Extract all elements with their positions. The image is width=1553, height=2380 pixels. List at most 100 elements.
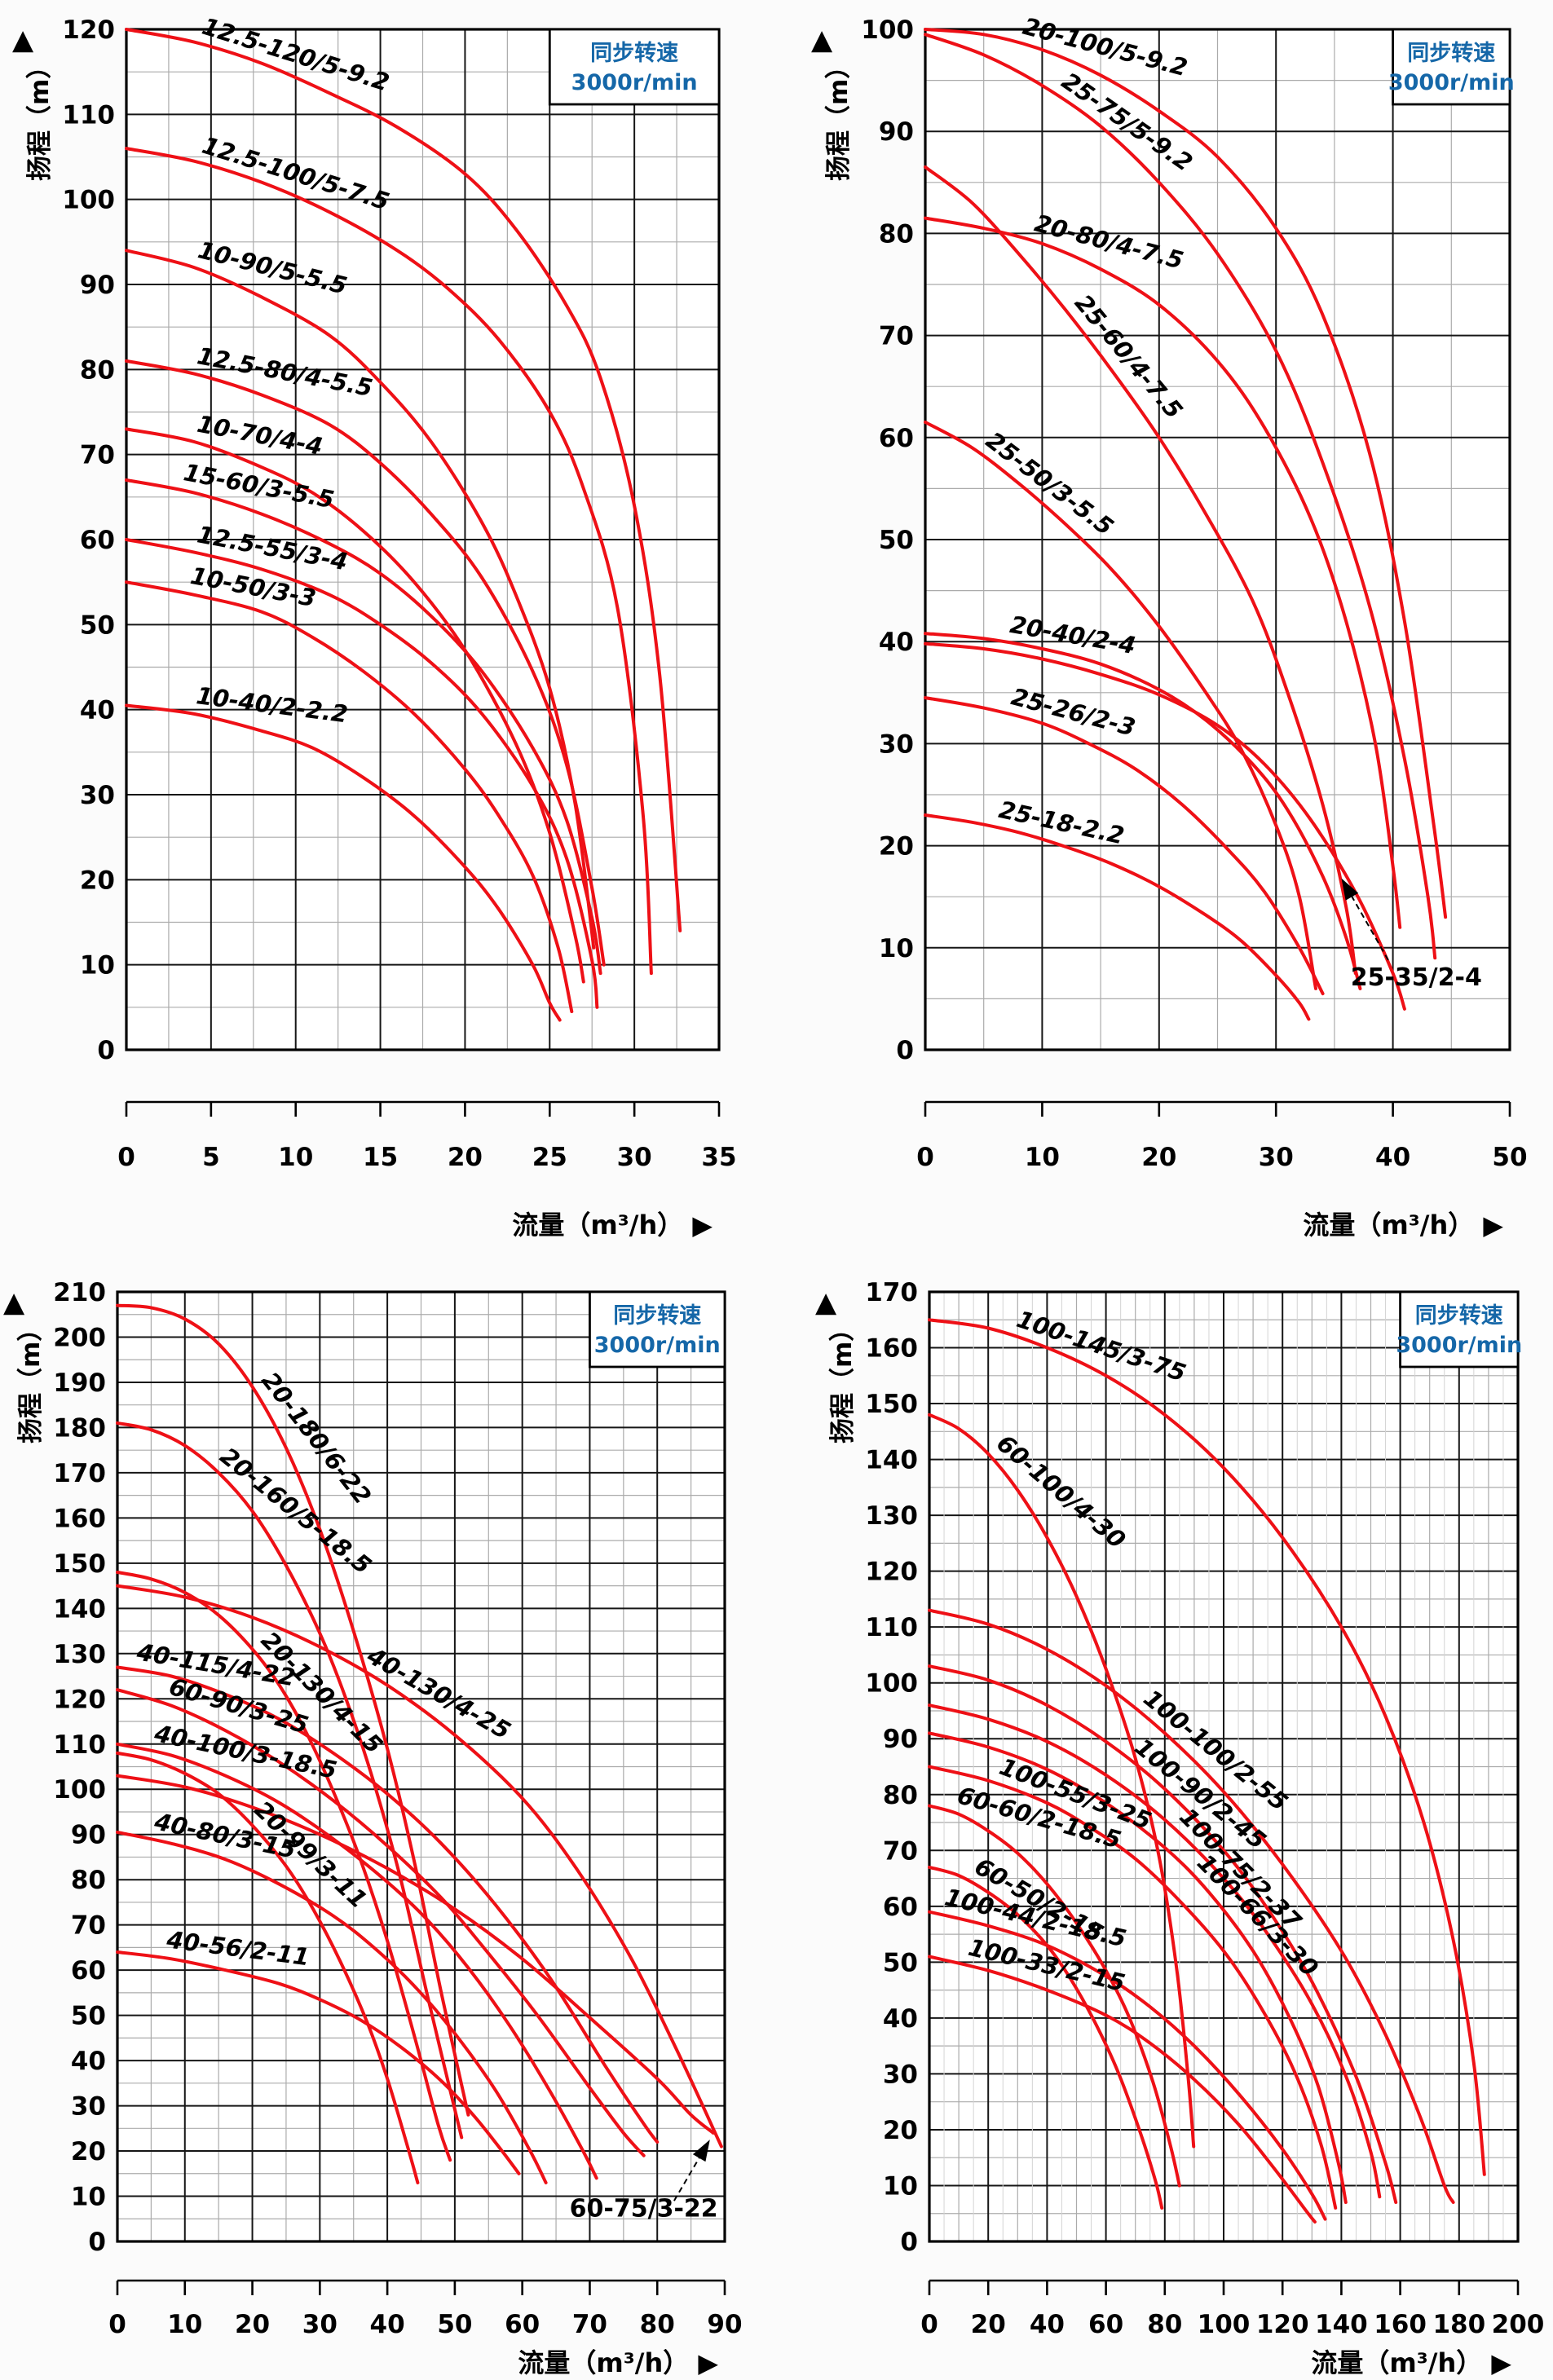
x-tick-label: 50 bbox=[1492, 1143, 1527, 1172]
x-tick-label: 30 bbox=[302, 2310, 338, 2339]
chart-bottom-left: 0102030405060708090100110120130140150160… bbox=[3, 1278, 743, 2378]
annotation-arrowhead-icon bbox=[1341, 878, 1359, 901]
y-tick-label: 60 bbox=[883, 1893, 918, 1922]
y-tick-label: 0 bbox=[88, 2228, 106, 2257]
x-tick-label: 200 bbox=[1492, 2310, 1545, 2339]
pump-curve bbox=[125, 359, 606, 967]
pump-curve bbox=[116, 1830, 548, 2184]
y-tick-label: 20 bbox=[883, 2116, 918, 2145]
y-axis-title: 扬程（m） bbox=[824, 54, 854, 181]
x-tick-label: 0 bbox=[108, 2310, 126, 2339]
y-tick-label: 120 bbox=[53, 1685, 106, 1714]
speed-box: 同步转速 3000r/min bbox=[1388, 28, 1515, 106]
y-tick-label: 40 bbox=[883, 2004, 918, 2034]
y-tick-label: 70 bbox=[879, 322, 914, 351]
y-tick-label: 60 bbox=[71, 1956, 106, 1986]
pump-curve bbox=[924, 696, 1325, 996]
speed-box-line1: 同步转速 bbox=[1407, 41, 1495, 66]
y-tick-label: 10 bbox=[80, 951, 115, 981]
pump-curve bbox=[928, 1804, 1181, 2188]
speed-box-frame bbox=[548, 28, 721, 106]
y-tick-label: 90 bbox=[883, 1725, 918, 1754]
x-tick-label: 35 bbox=[701, 1143, 736, 1172]
pump-curve bbox=[924, 216, 1402, 929]
y-tick-label: 210 bbox=[53, 1278, 106, 1307]
y-axis: 0 10 20 30 40 50 60 70 80 90 100 ▲扬程（m） bbox=[811, 15, 914, 1065]
pump-curve bbox=[928, 1865, 1164, 2210]
y-tick-label: 20 bbox=[879, 832, 914, 862]
y-tick-label: 10 bbox=[883, 2171, 918, 2201]
x-tick-label: 80 bbox=[1147, 2310, 1182, 2339]
x-axis: 0 20 40 60 80 100 120 140 160 180 200 流量（m³/h） ▶ bbox=[920, 2279, 1545, 2378]
x-tick-label: 10 bbox=[1025, 1143, 1060, 1172]
x-axis: 0 5 10 15 20 25 30 35 流量（m³/h） ▶ bbox=[117, 1100, 737, 1241]
y-tick-label: 110 bbox=[865, 1613, 918, 1642]
y-tick-label: 0 bbox=[97, 1036, 115, 1065]
pump-curves bbox=[125, 28, 682, 1022]
pump-curve bbox=[928, 1608, 1455, 2204]
y-tick-label: 130 bbox=[53, 1640, 106, 1669]
pump-curves bbox=[928, 1318, 1486, 2224]
annotation-text: 60-75/3-22 bbox=[570, 2194, 718, 2223]
y-tick-label: 70 bbox=[71, 1911, 106, 1941]
y-tick-label: 60 bbox=[80, 526, 115, 555]
y-tick-label: 80 bbox=[879, 219, 914, 249]
y-tick-label: 80 bbox=[80, 355, 115, 385]
y-tick-label: 20 bbox=[71, 2137, 106, 2166]
x-tick-label: 20 bbox=[448, 1143, 483, 1172]
pump-curve bbox=[116, 1584, 723, 2149]
y-axis-title: 扬程（m） bbox=[16, 1316, 46, 1443]
chart-top-left: 0 10 20 30 40 50 60 70 80 90 100 110 120 ▲扬程（m） 0 5 10 15… bbox=[12, 12, 737, 1241]
x-axis: 0 10 20 30 40 50 流量（m³/h） ▶ bbox=[916, 1100, 1528, 1241]
y-tick-label: 160 bbox=[53, 1504, 106, 1533]
x-tick-label: 15 bbox=[363, 1143, 398, 1172]
x-tick-label: 80 bbox=[640, 2310, 675, 2339]
y-tick-label: 40 bbox=[879, 628, 914, 657]
y-tick-label: 140 bbox=[865, 1446, 918, 1475]
y-tick-label: 40 bbox=[71, 2047, 106, 2076]
pump-curve bbox=[928, 1703, 1382, 2199]
pump-curve bbox=[928, 1765, 1338, 2210]
y-tick-label: 120 bbox=[62, 15, 115, 45]
x-tick-label: 30 bbox=[617, 1143, 652, 1172]
y-tick-label: 150 bbox=[865, 1390, 918, 1419]
pump-curve bbox=[924, 421, 1317, 990]
speed-box-line1: 同步转速 bbox=[1415, 1303, 1503, 1329]
plot-border bbox=[924, 28, 1511, 1051]
x-axis-title: 流量（m³/h） ▶ bbox=[512, 1210, 713, 1241]
annotation-arrowhead-icon bbox=[692, 2140, 710, 2162]
y-tick-label: 90 bbox=[71, 1821, 106, 1850]
y-tick-label: 50 bbox=[71, 2002, 106, 2031]
y-axis-arrow-icon: ▲ bbox=[3, 1286, 25, 1319]
pump-curve bbox=[125, 478, 602, 976]
y-tick-label: 50 bbox=[879, 526, 914, 555]
y-tick-label: 100 bbox=[62, 186, 115, 215]
x-tick-label: 60 bbox=[1088, 2310, 1123, 2339]
y-tick-label: 70 bbox=[80, 441, 115, 470]
grid-subminor bbox=[943, 1292, 1504, 2241]
x-tick-label: 120 bbox=[1256, 2310, 1309, 2339]
x-tick-label: 0 bbox=[916, 1143, 934, 1172]
speed-box-frame bbox=[1399, 1290, 1520, 1368]
y-axis-title: 扬程（m） bbox=[25, 54, 55, 181]
y-tick-label: 120 bbox=[865, 1558, 918, 1587]
x-axis-title: 流量（m³/h） ▶ bbox=[518, 2347, 718, 2378]
speed-box-frame bbox=[1392, 28, 1511, 106]
y-tick-label: 80 bbox=[71, 1866, 106, 1895]
x-tick-label: 20 bbox=[971, 2310, 1006, 2339]
y-tick-label: 150 bbox=[53, 1549, 106, 1579]
annotation: 60-75/3-22 bbox=[570, 2140, 718, 2223]
y-tick-label: 50 bbox=[80, 610, 115, 640]
x-tick-label: 100 bbox=[1198, 2310, 1251, 2339]
pump-curve bbox=[116, 1665, 660, 2144]
y-tick-label: 200 bbox=[53, 1323, 106, 1352]
pump-curve bbox=[928, 1318, 1486, 2176]
x-tick-label: 180 bbox=[1432, 2310, 1485, 2339]
x-tick-label: 30 bbox=[1259, 1143, 1294, 1172]
y-tick-label: 30 bbox=[71, 2092, 106, 2122]
y-tick-label: 170 bbox=[865, 1278, 918, 1307]
y-axis-title: 扬程（m） bbox=[828, 1316, 858, 1443]
y-tick-label: 140 bbox=[53, 1594, 106, 1624]
x-tick-label: 10 bbox=[167, 2310, 202, 2339]
